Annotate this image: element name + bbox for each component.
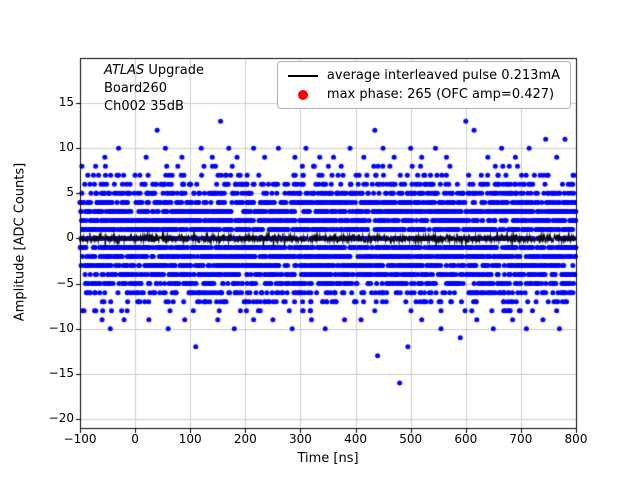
x-tick-label: −100 [63,432,97,446]
annotation-line1-rest: Upgrade [144,63,204,78]
legend-item-average-pulse: average interleaved pulse 0.213mA [287,68,560,83]
x-tick-label: 800 [564,432,588,446]
y-tick-label: 15 [58,95,74,110]
x-tick-label: 300 [288,432,312,446]
y-tick-label: −20 [48,410,74,425]
legend-label-max-phase: max phase: 265 (OFC amp=0.427) [326,87,555,102]
legend: average interleaved pulse 0.213mA max ph… [276,61,571,109]
x-tick-label: 200 [233,432,257,446]
y-tick-label: 5 [66,185,74,200]
y-axis-label: Amplitude [ADC Counts] [12,162,28,322]
red-dot-icon [297,89,308,100]
legend-label-average-pulse: average interleaved pulse 0.213mA [326,68,560,83]
legend-sample [288,89,318,100]
y-tick-label: 0 [66,230,74,245]
x-axis-label: Time [ns] [297,451,359,466]
x-tick-label: 0 [131,432,139,446]
y-tick-label: 10 [58,140,74,155]
y-tick-label: −5 [56,275,74,290]
x-tick-label: 400 [344,432,367,446]
annotation-line-3: Ch002 35dB [104,99,184,114]
annotation-brand: ATLAS [104,63,145,78]
x-tick-label: 600 [454,432,478,446]
x-tick-label: 500 [399,432,423,446]
annotation-line-2: Board260 [104,81,168,96]
annotation-line-1: ATLAS Upgrade [104,62,204,80]
legend-sample [287,74,318,77]
x-tick-label: 100 [178,432,202,446]
plot-annotation: ATLAS Upgrade Board260 Ch002 35dB [104,62,204,116]
legend-item-max-phase: max phase: 265 (OFC amp=0.427) [288,87,560,102]
y-tick-label: −10 [48,320,74,335]
x-tick-label: 700 [509,432,533,446]
y-tick-label: −15 [48,365,74,380]
black-line-icon [287,74,318,77]
